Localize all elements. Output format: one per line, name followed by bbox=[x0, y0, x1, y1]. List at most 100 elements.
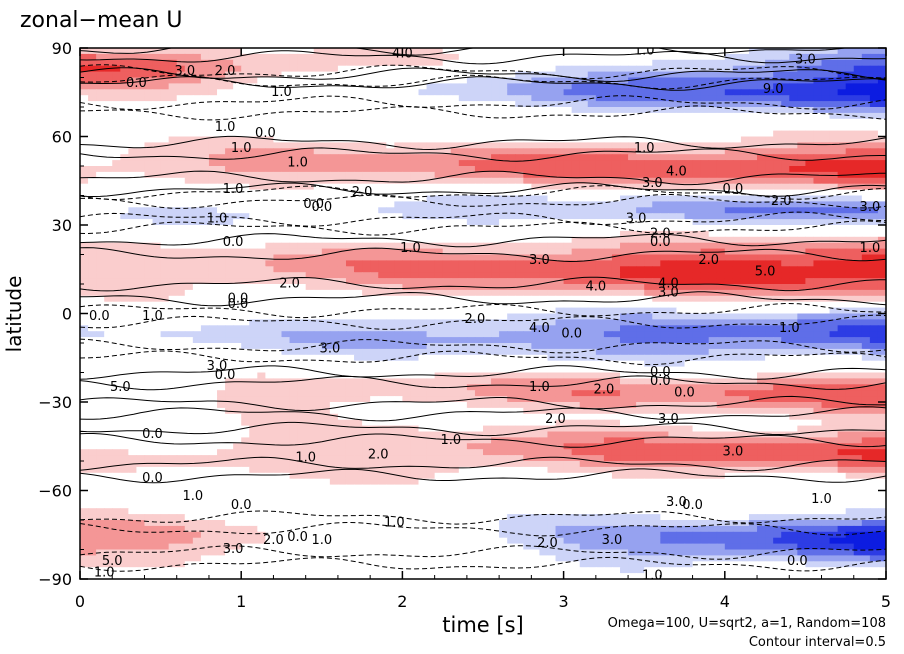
heat-cell bbox=[136, 189, 146, 197]
heat-cell bbox=[370, 136, 379, 143]
heat-cell bbox=[579, 48, 589, 55]
heat-cell bbox=[765, 207, 774, 214]
heat-cell bbox=[257, 301, 266, 309]
heat-cell bbox=[217, 201, 226, 208]
heat-cell bbox=[120, 189, 129, 197]
heat-cell bbox=[104, 53, 113, 61]
heat-cell bbox=[507, 77, 516, 84]
heat-cell bbox=[515, 89, 524, 96]
heat-cell bbox=[176, 59, 186, 67]
heat-cell bbox=[249, 65, 258, 73]
heat-cell bbox=[192, 230, 202, 238]
heat-cell bbox=[192, 171, 202, 179]
heat-cell bbox=[96, 278, 105, 285]
heat-cell bbox=[370, 313, 379, 320]
heat-cell bbox=[636, 201, 645, 208]
heat-cell bbox=[168, 307, 178, 315]
heat-cell bbox=[474, 142, 484, 149]
heat-cell bbox=[805, 48, 815, 55]
heat-cell bbox=[684, 177, 694, 185]
heat-cell bbox=[579, 130, 589, 138]
heat-cell bbox=[160, 278, 170, 285]
heat-cell bbox=[797, 266, 806, 273]
heat-cell bbox=[168, 177, 178, 185]
heat-cell bbox=[120, 301, 129, 309]
heat-cell bbox=[442, 278, 452, 285]
heat-cell bbox=[112, 189, 121, 197]
heat-cell bbox=[144, 272, 154, 279]
heat-cell bbox=[740, 313, 750, 320]
heat-cell bbox=[168, 101, 178, 108]
heat-cell bbox=[636, 95, 645, 102]
heat-cell bbox=[732, 101, 742, 108]
heat-cell bbox=[555, 107, 565, 114]
heat-cell bbox=[628, 230, 637, 238]
heat-cell bbox=[587, 83, 597, 90]
heat-cell bbox=[394, 77, 403, 84]
heat-cell bbox=[362, 248, 371, 256]
heat-cell bbox=[458, 89, 468, 96]
heat-cell bbox=[853, 307, 863, 315]
heat-cell bbox=[692, 313, 702, 320]
heat-cell bbox=[700, 230, 710, 238]
heat-cell bbox=[773, 307, 782, 315]
heat-cell bbox=[652, 142, 661, 149]
heat-cell bbox=[305, 254, 315, 261]
heat-cell bbox=[595, 130, 605, 138]
heat-cell bbox=[88, 266, 97, 273]
heat-cell bbox=[80, 83, 89, 90]
heat-cell bbox=[611, 242, 621, 250]
heat-cell bbox=[257, 154, 266, 161]
heat-cell bbox=[668, 177, 678, 185]
heat-cell bbox=[708, 71, 718, 79]
heat-cell bbox=[773, 254, 782, 261]
heat-cell bbox=[547, 213, 557, 220]
heat-cell bbox=[708, 48, 718, 55]
heat-cell bbox=[668, 183, 678, 191]
heat-cell bbox=[418, 89, 428, 96]
heat-cell bbox=[168, 142, 178, 149]
heat-cell bbox=[192, 236, 202, 244]
heat-cell bbox=[249, 83, 258, 90]
heat-cell bbox=[289, 89, 299, 96]
heat-cell bbox=[611, 295, 621, 303]
heat-cell bbox=[636, 313, 645, 320]
heat-cell bbox=[410, 166, 420, 173]
heat-cell bbox=[289, 130, 299, 138]
heat-cell bbox=[152, 230, 162, 238]
heat-cell bbox=[257, 266, 266, 273]
heat-cell bbox=[329, 301, 339, 309]
heat-cell bbox=[136, 278, 146, 285]
heat-cell bbox=[611, 236, 621, 244]
heat-cell bbox=[136, 177, 146, 185]
heat-cell bbox=[805, 59, 815, 67]
heat-cell bbox=[418, 107, 428, 114]
heat-cell bbox=[587, 142, 597, 149]
heat-cell bbox=[120, 148, 129, 155]
heat-cell bbox=[152, 83, 162, 90]
heat-cell bbox=[136, 118, 146, 126]
heat-cell bbox=[176, 207, 186, 214]
heat-cell bbox=[442, 189, 452, 197]
heat-cell bbox=[458, 148, 468, 155]
heat-cell bbox=[80, 148, 89, 155]
heat-cell bbox=[740, 107, 750, 114]
heat-cell bbox=[636, 272, 645, 279]
heat-cell bbox=[684, 130, 694, 138]
heat-cell bbox=[184, 118, 194, 126]
heat-cell bbox=[869, 195, 879, 202]
heat-cell bbox=[329, 183, 339, 191]
heat-cell bbox=[370, 83, 379, 90]
heat-cell bbox=[273, 337, 283, 344]
heat-cell bbox=[748, 331, 758, 338]
heat-cell bbox=[797, 213, 806, 220]
heat-cell bbox=[789, 201, 798, 208]
heat-cell bbox=[748, 301, 758, 309]
heat-cell bbox=[684, 112, 694, 120]
heat-cell bbox=[233, 289, 242, 297]
heat-cell bbox=[466, 142, 476, 149]
heat-cell bbox=[483, 112, 492, 120]
heat-cell bbox=[241, 331, 250, 338]
heat-cell bbox=[386, 77, 395, 84]
heat-cell bbox=[805, 65, 815, 73]
